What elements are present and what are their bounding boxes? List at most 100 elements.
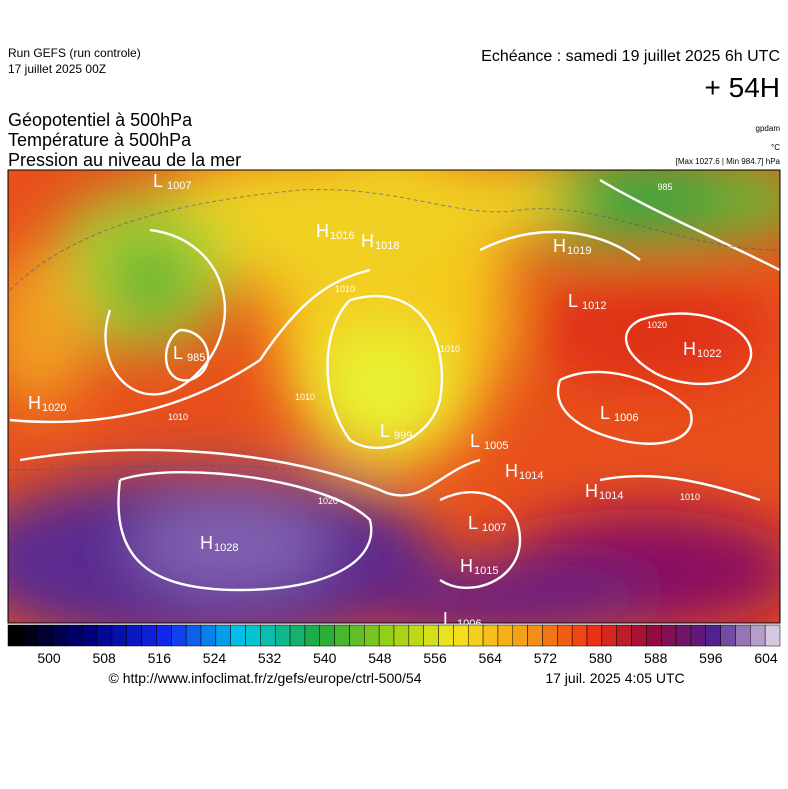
- colorbar-tick-label: 532: [258, 650, 282, 666]
- map-frame: [7, 169, 781, 624]
- colorbar-swatch: [260, 624, 276, 647]
- map-field: [8, 170, 780, 623]
- pressure-centre: H 1018: [361, 231, 399, 252]
- colorbar-swatch: [215, 624, 231, 647]
- centre-value: 985: [187, 352, 205, 364]
- centre-value: 999: [394, 430, 412, 442]
- isobar-label: 985: [657, 182, 672, 192]
- centre-letter: H: [460, 556, 473, 576]
- colorbar-swatch: [378, 624, 395, 647]
- centre-letter: H: [585, 481, 598, 501]
- pressure-centre: H 1014: [505, 461, 543, 482]
- colorbar-swatch: [185, 624, 202, 647]
- title: Température à 500hPa: [8, 130, 192, 150]
- pressure-centre: H 1015: [460, 556, 498, 577]
- colorbar-swatch: [467, 624, 484, 647]
- colorbar-swatch: [156, 624, 172, 647]
- pressure-centre: H 1028: [200, 533, 238, 554]
- colorbar-swatch: [453, 624, 469, 647]
- centre-letter: H: [361, 231, 374, 251]
- colorbar-swatch: [349, 624, 365, 647]
- colorbar-swatch: [542, 624, 558, 647]
- centre-letter: H: [316, 221, 329, 241]
- generated-time: 17 juil. 2025 4:05 UTC: [545, 670, 684, 686]
- colorbar-tick-label: 604: [754, 650, 778, 666]
- centre-letter: L: [470, 431, 480, 451]
- colorbar-swatch: [171, 624, 187, 647]
- centre-letter: L: [173, 343, 183, 363]
- colorbar-swatch: [67, 624, 83, 647]
- run-label: Run GEFS (run controle): [8, 46, 141, 60]
- centre-value: 1012: [582, 300, 606, 312]
- colorbar-swatch: [646, 624, 662, 647]
- centre-letter: H: [553, 236, 566, 256]
- centre-value: 1018: [375, 240, 399, 252]
- centre-letter: L: [468, 513, 478, 533]
- pressure-centre: L 1005: [470, 431, 508, 452]
- centre-letter: L: [568, 291, 578, 311]
- colorbar-swatch: [364, 624, 380, 647]
- colorbar-tick-label: 596: [699, 650, 723, 666]
- pressure-centre: H 1019: [553, 236, 591, 257]
- pressure-centre: L 1007: [153, 171, 191, 192]
- colorbar-swatch: [96, 624, 113, 647]
- colorbar-swatch: [126, 624, 142, 647]
- colorbar-swatch: [631, 624, 647, 647]
- colorbar-swatch: [408, 624, 424, 647]
- unit: [Max 1027.6 | Min 984.7] hPa: [676, 157, 781, 166]
- centre-value: 1015: [474, 565, 498, 577]
- centre-value: 1006: [614, 412, 638, 424]
- colorbar-tick-label: 580: [589, 650, 613, 666]
- centre-letter: L: [443, 609, 453, 629]
- colorbar-swatch: [512, 624, 528, 647]
- colorbar-tick-label: 540: [313, 650, 337, 666]
- colorbar-tick-label: 572: [534, 650, 558, 666]
- unit: °C: [771, 143, 780, 152]
- colorbar-swatch: [200, 624, 217, 647]
- colorbar-swatch: [764, 624, 781, 647]
- centre-value: 1014: [599, 490, 623, 502]
- colorbar-swatch: [304, 624, 321, 647]
- centre-value: 1007: [482, 522, 506, 534]
- pressure-centre: H 1020: [28, 393, 66, 414]
- colorbar-swatch: [571, 624, 588, 647]
- centre-letter: H: [28, 393, 41, 413]
- colorbar-swatch: [81, 624, 98, 647]
- colorbar-tick-label: 588: [644, 650, 668, 666]
- isobar-label: 1010: [680, 492, 700, 502]
- centre-value: 1022: [697, 348, 721, 360]
- centre-letter: L: [600, 403, 610, 423]
- centre-letter: H: [683, 339, 696, 359]
- colorbar-swatch: [705, 624, 721, 647]
- lead-time: + 54H: [705, 72, 781, 103]
- colorbar-tick-label: 548: [368, 650, 392, 666]
- centre-value: 1028: [214, 542, 238, 554]
- colorbar-tick-label: 524: [203, 650, 227, 666]
- centre-letter: H: [505, 461, 518, 481]
- centre-value: 1019: [567, 245, 591, 257]
- colorbar-swatch: [660, 624, 677, 647]
- colorbar-tick-label: 508: [92, 650, 116, 666]
- colorbar-swatch: [37, 624, 53, 647]
- title: Pression au niveau de la mer: [8, 150, 241, 170]
- isobar-label: 1020: [318, 496, 338, 506]
- colorbar-swatch: [111, 624, 128, 647]
- centre-letter: L: [380, 421, 390, 441]
- unit: gpdam: [756, 124, 781, 133]
- colorbar-swatch: [230, 624, 246, 647]
- colorbar-tick-label: 564: [479, 650, 503, 666]
- colorbar-swatch: [586, 624, 603, 647]
- colorbar-swatch: [557, 624, 573, 647]
- colorbar-swatch: [423, 624, 439, 647]
- colorbar-swatch: [22, 624, 38, 647]
- colorbar-swatch: [289, 624, 306, 647]
- colorbar-swatch: [319, 624, 335, 647]
- colorbar-swatch: [497, 624, 514, 647]
- title: Géopotentiel à 500hPa: [8, 110, 193, 130]
- isobar-label: 1010: [295, 392, 315, 402]
- centre-value: 1016: [330, 230, 354, 242]
- centre-value: 1014: [519, 470, 543, 482]
- centre-value: 1020: [42, 402, 66, 414]
- colorbar-swatch: [438, 624, 454, 647]
